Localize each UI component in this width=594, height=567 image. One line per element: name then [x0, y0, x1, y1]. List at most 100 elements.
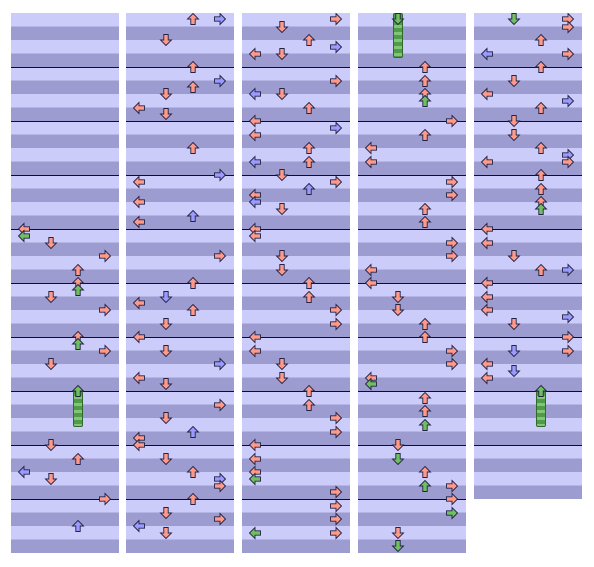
up-arrow-icon: [186, 465, 200, 478]
right-arrow-icon: [446, 505, 459, 520]
down-arrow-icon: [507, 13, 521, 26]
right-arrow-icon: [562, 330, 575, 344]
down-arrow-icon: [391, 13, 405, 26]
down-arrow-icon: [507, 115, 521, 128]
measure-line: [242, 66, 350, 68]
left-arrow-icon: [17, 229, 30, 243]
down-arrow-icon: [275, 88, 289, 101]
right-arrow-icon: [330, 485, 343, 499]
left-arrow-icon: [248, 87, 261, 101]
up-arrow-icon: [71, 337, 85, 350]
measure-line: [474, 120, 582, 122]
measure-line: [126, 228, 234, 230]
measure-line: [358, 390, 466, 392]
right-arrow-icon: [330, 512, 343, 526]
measure-line: [358, 66, 466, 68]
down-arrow-icon: [391, 452, 405, 465]
left-arrow-icon: [248, 343, 261, 358]
up-arrow-icon: [186, 209, 200, 222]
down-arrow-icon: [391, 526, 405, 539]
left-arrow-icon: [248, 438, 261, 452]
down-arrow-icon: [159, 526, 173, 539]
left-arrow-icon: [248, 451, 261, 466]
measure-line: [474, 444, 582, 446]
left-arrow-icon: [248, 330, 261, 344]
down-arrow-icon: [275, 169, 289, 182]
left-arrow-icon: [132, 175, 145, 189]
up-arrow-icon: [534, 202, 548, 215]
up-arrow-icon: [186, 141, 200, 154]
down-arrow-icon: [44, 472, 58, 485]
right-arrow-icon: [446, 492, 459, 506]
measure-line: [474, 336, 582, 338]
down-arrow-icon: [44, 358, 58, 371]
right-arrow-icon: [99, 343, 112, 358]
right-arrow-icon: [214, 73, 227, 88]
measure-line: [358, 228, 466, 230]
left-arrow-icon: [364, 262, 377, 277]
up-arrow-icon: [418, 391, 432, 404]
up-arrow-icon: [418, 465, 432, 478]
measure-line: [242, 336, 350, 338]
up-arrow-icon: [186, 492, 200, 505]
measure-line: [358, 444, 466, 446]
up-arrow-icon: [71, 519, 85, 532]
left-arrow-icon: [17, 465, 30, 479]
down-arrow-icon: [507, 74, 521, 87]
right-arrow-icon: [99, 303, 112, 317]
right-arrow-icon: [446, 343, 459, 358]
down-arrow-icon: [159, 378, 173, 391]
left-arrow-icon: [248, 46, 261, 61]
down-arrow-icon: [507, 364, 521, 377]
measure-line: [11, 66, 119, 68]
up-arrow-icon: [302, 384, 316, 397]
right-arrow-icon: [446, 357, 459, 371]
measure-line: [242, 498, 350, 500]
right-arrow-icon: [562, 310, 575, 324]
up-arrow-icon: [418, 94, 432, 107]
right-arrow-icon: [562, 262, 575, 277]
up-arrow-icon: [302, 33, 316, 46]
left-arrow-icon: [480, 87, 493, 101]
measure-line: [358, 120, 466, 122]
down-arrow-icon: [44, 439, 58, 452]
left-arrow-icon: [480, 154, 493, 169]
right-arrow-icon: [562, 46, 575, 61]
right-arrow-icon: [330, 316, 343, 331]
down-arrow-icon: [275, 250, 289, 263]
up-arrow-icon: [418, 317, 432, 330]
left-arrow-icon: [480, 222, 493, 236]
measure-line: [126, 498, 234, 500]
measure-line: [11, 282, 119, 284]
left-arrow-icon: [132, 100, 145, 115]
right-arrow-icon: [562, 19, 575, 34]
up-arrow-icon: [418, 202, 432, 215]
left-arrow-icon: [480, 370, 493, 385]
left-arrow-icon: [480, 235, 493, 250]
down-arrow-icon: [44, 236, 58, 249]
up-arrow-icon: [71, 452, 85, 465]
up-arrow-icon: [186, 60, 200, 73]
up-arrow-icon: [534, 384, 548, 397]
up-arrow-icon: [71, 283, 85, 296]
up-arrow-icon: [534, 182, 548, 195]
down-arrow-icon: [275, 358, 289, 371]
left-arrow-icon: [248, 114, 261, 128]
up-arrow-icon: [418, 74, 432, 87]
right-arrow-icon: [330, 303, 343, 317]
measure-line: [126, 66, 234, 68]
measure-line: [11, 390, 119, 392]
right-arrow-icon: [214, 357, 227, 371]
down-arrow-icon: [159, 317, 173, 330]
right-arrow-icon: [330, 526, 343, 540]
measure-line: [11, 228, 119, 230]
down-arrow-icon: [159, 344, 173, 357]
left-arrow-icon: [132, 438, 145, 452]
up-arrow-icon: [302, 101, 316, 114]
left-arrow-icon: [248, 154, 261, 169]
up-arrow-icon: [418, 479, 432, 492]
right-arrow-icon: [330, 175, 343, 189]
column-4: [358, 13, 466, 553]
up-arrow-icon: [302, 398, 316, 411]
up-arrow-icon: [302, 276, 316, 289]
